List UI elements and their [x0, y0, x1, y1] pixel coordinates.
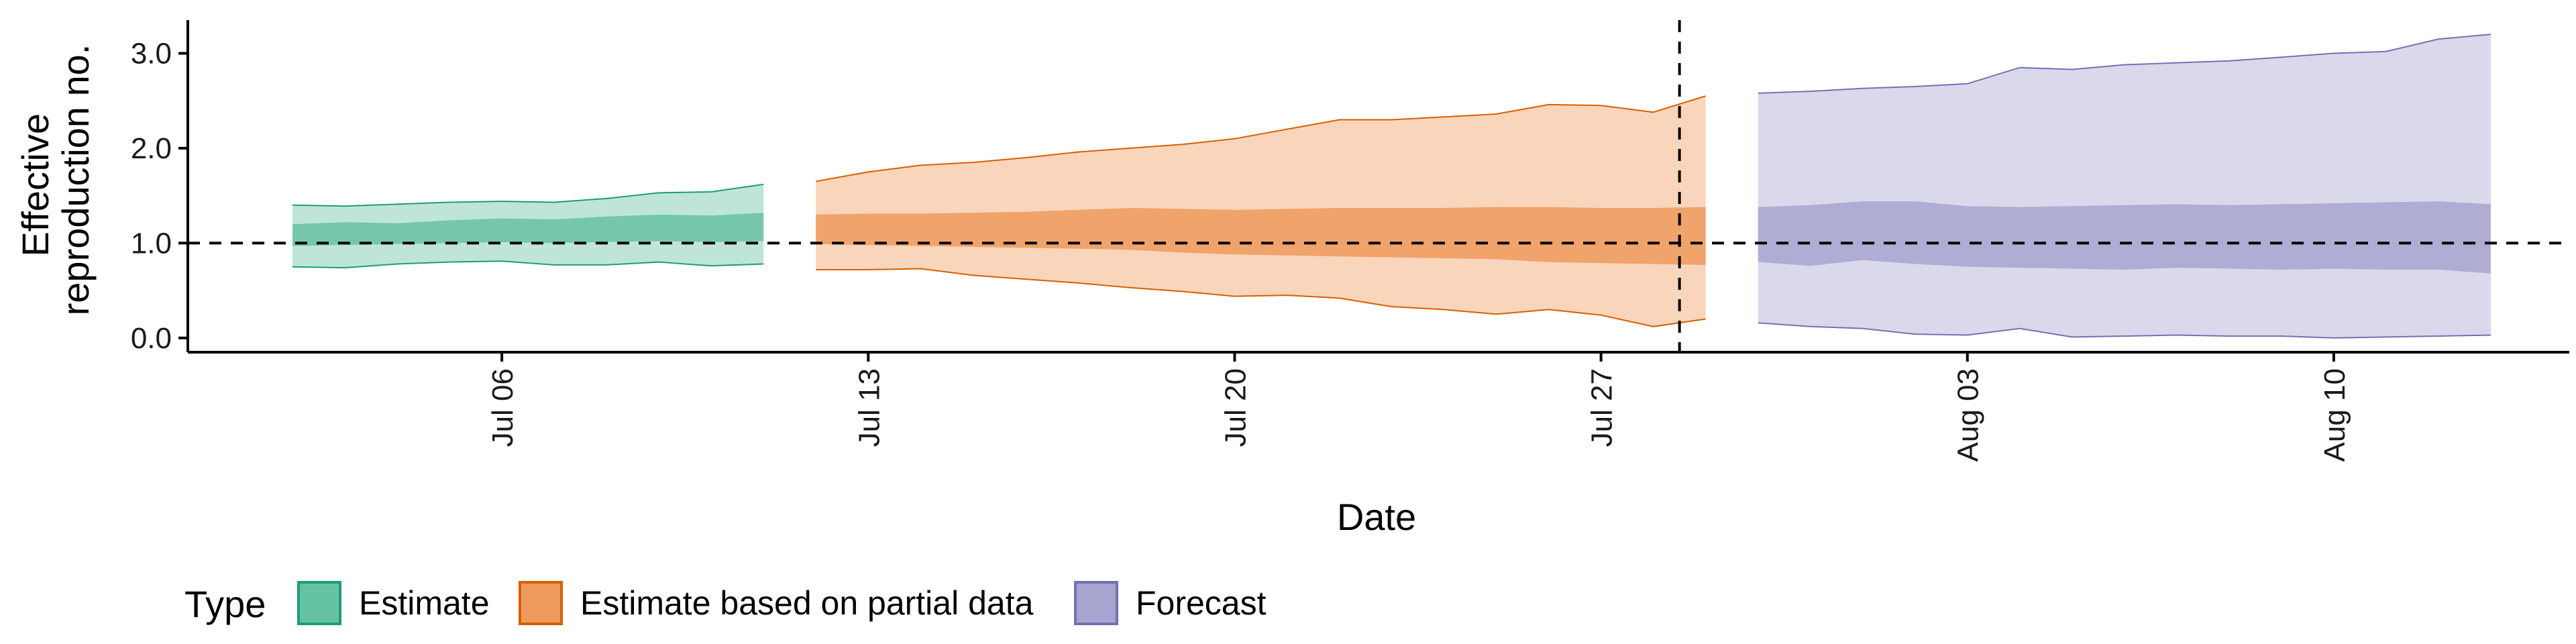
band-inner-estimate — [292, 213, 764, 246]
series-estimate — [292, 183, 764, 269]
x-tick-label: Aug 10 — [2318, 368, 2351, 462]
band-lower-edge-estimate — [292, 260, 764, 269]
y-tick-label: 0.0 — [131, 322, 172, 355]
legend-entries: Estimate Estimate based on partial data Fo… — [297, 581, 1267, 625]
legend-label-estimate: Estimate — [359, 584, 490, 622]
legend-swatch-forecast — [1074, 581, 1118, 625]
legend: Type Estimate Estimate based on partial d… — [184, 581, 1267, 625]
axes — [186, 20, 2569, 354]
x-axis-ticks: Jul 06 Jul 13 Jul 20 Jul 27 Aug 03 Aug 10 — [486, 352, 2351, 462]
band-outer-forecast — [1758, 34, 2491, 338]
legend-label-forecast: Forecast — [1136, 584, 1267, 622]
y-tick-label: 2.0 — [131, 132, 172, 165]
x-tick-label: Jul 06 — [486, 368, 519, 447]
y-axis-title-line-1: Effective — [14, 113, 56, 257]
legend-entry-forecast: Forecast — [1074, 581, 1267, 625]
x-tick-label: Jul 13 — [853, 368, 885, 447]
y-tick-label: 3.0 — [131, 38, 172, 70]
legend-swatch-estimate — [297, 581, 341, 625]
band-upper-edge-estimate — [292, 183, 764, 207]
legend-label-partial: Estimate based on partial data — [580, 584, 1034, 622]
legend-entry-partial: Estimate based on partial data — [519, 581, 1034, 625]
band-lower-edge-partial — [816, 268, 1706, 327]
x-tick-label: Aug 03 — [1952, 368, 1985, 462]
x-tick-label: Jul 20 — [1219, 368, 1252, 447]
x-tick-label: Jul 27 — [1586, 368, 1619, 447]
x-axis-title: Date — [1337, 496, 1416, 538]
band-inner-forecast — [1758, 201, 2491, 274]
y-axis-ticks: 0.0 1.0 2.0 3.0 — [131, 38, 188, 355]
band-upper-edge-forecast — [1758, 34, 2491, 94]
y-axis-title-line-2: reproduction no. — [54, 44, 97, 316]
y-axis-title: Effective reproduction no. — [14, 44, 97, 316]
series-forecast — [1758, 34, 2491, 339]
band-inner-partial — [816, 207, 1706, 265]
series-partial — [816, 95, 1706, 327]
band-upper-edge-partial — [816, 95, 1706, 182]
legend-entry-estimate: Estimate — [297, 581, 490, 625]
legend-swatch-partial — [519, 581, 563, 625]
plot-bands — [292, 34, 2491, 339]
legend-title: Type — [184, 583, 266, 625]
y-tick-label: 1.0 — [131, 227, 172, 260]
reference-lines — [188, 20, 2569, 352]
band-lower-edge-forecast — [1758, 322, 2491, 339]
